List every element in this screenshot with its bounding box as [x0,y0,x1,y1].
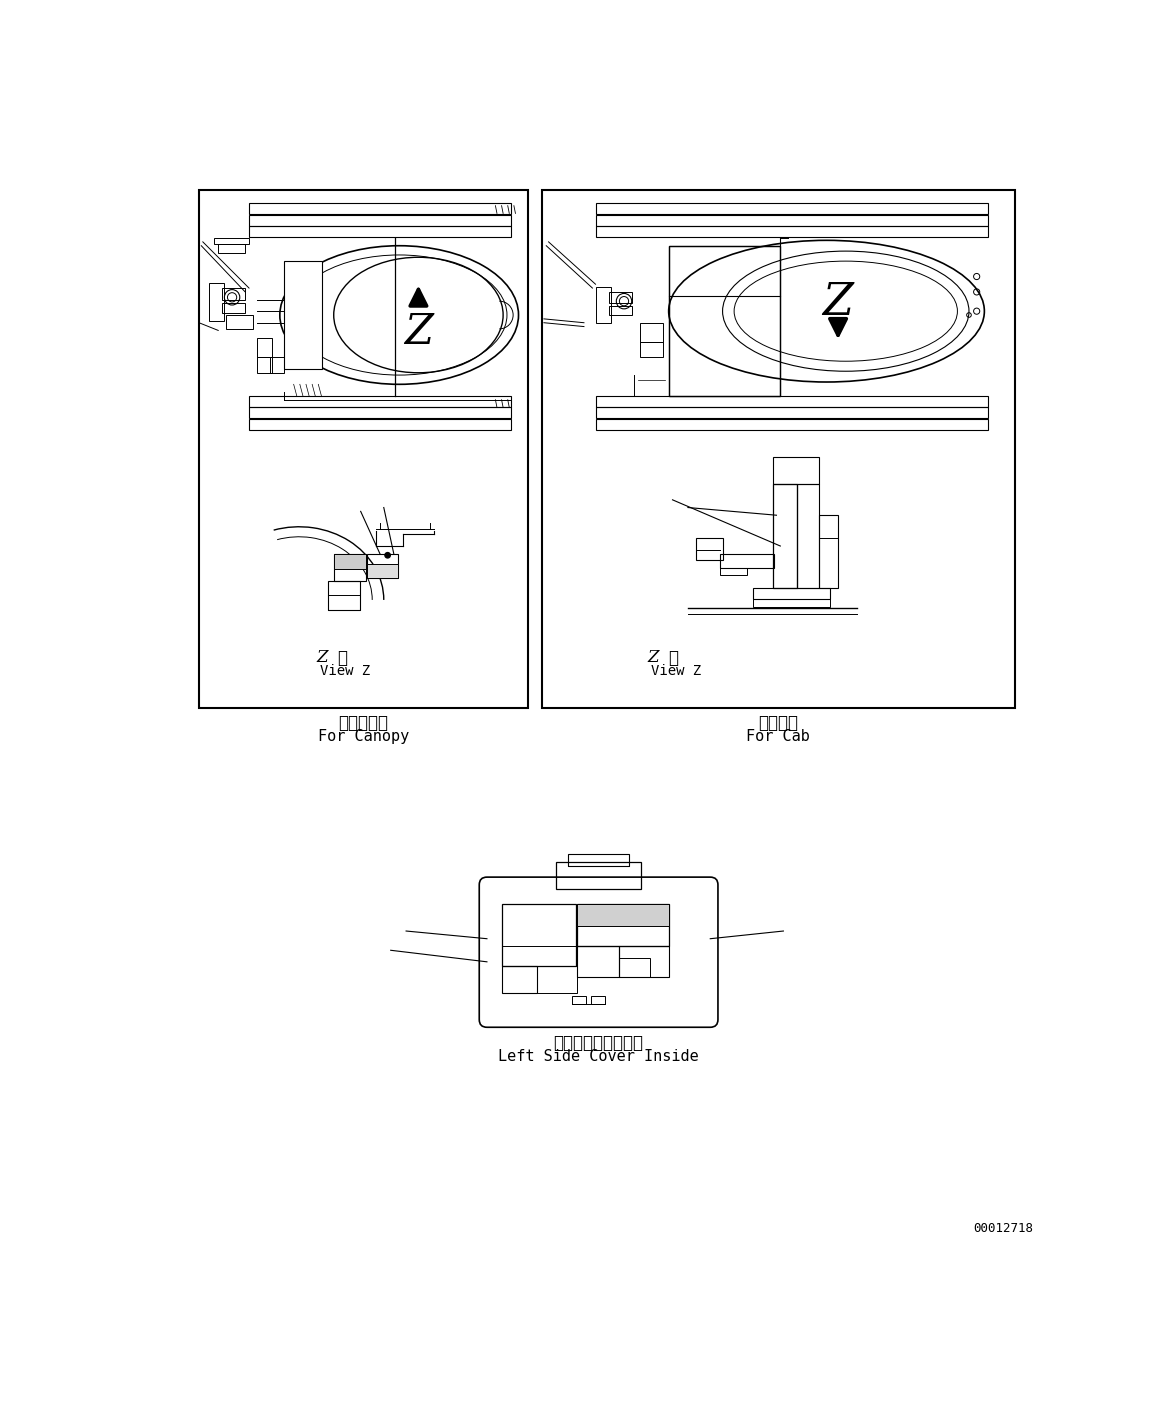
Bar [696,538,723,560]
Text: Z: Z [648,650,660,666]
Bar [209,283,224,321]
Bar [284,262,322,368]
Text: 左サイドカバー内側: 左サイドカバー内側 [554,1033,644,1052]
Text: Z: Z [822,280,854,323]
Bar [753,599,830,607]
Text: View Z: View Z [651,664,701,678]
Bar [577,946,619,977]
Bar [556,862,641,889]
Bar [640,323,663,342]
Bar [577,904,669,925]
Bar [249,419,510,430]
Bar [537,966,577,993]
Bar [568,853,630,866]
Bar [721,568,748,575]
Text: キャブ用: キャブ用 [758,714,799,733]
Bar [334,554,366,581]
Bar [577,904,669,946]
Bar [668,246,780,396]
Bar [249,215,510,226]
Bar [596,204,988,214]
Bar [249,204,510,214]
Text: View Z: View Z [320,664,370,678]
Bar [591,997,605,1004]
Bar [327,595,360,610]
Bar [596,396,988,406]
Text: Z: Z [404,311,433,353]
Bar [610,305,633,315]
Bar [819,515,839,588]
Bar [640,342,663,357]
Bar [249,396,510,406]
Bar [596,419,988,430]
Bar [225,315,252,329]
Bar [619,946,669,977]
Bar [334,554,366,569]
Bar [596,287,611,323]
Bar [610,292,633,302]
Bar [721,554,774,568]
Bar [249,408,510,418]
Bar [596,408,988,418]
Text: Z: Z [317,650,328,666]
Bar [367,564,397,578]
Bar [222,288,245,299]
Bar [222,304,245,312]
Bar [270,357,284,373]
Text: For Cab: For Cab [746,730,811,745]
Bar [772,485,798,588]
Bar [502,904,576,966]
Bar [327,581,360,610]
Bar [596,215,988,226]
Bar [772,457,819,485]
FancyBboxPatch shape [479,877,718,1028]
Bar [596,226,988,238]
Bar [542,190,1015,707]
Bar [218,245,245,253]
Circle shape [385,553,390,558]
Bar [215,238,249,245]
Text: キャノピ用: キャノピ用 [339,714,389,733]
Text: 視: 視 [668,648,679,666]
Text: Left Side Cover Inside: Left Side Cover Inside [499,1049,698,1064]
Bar [257,337,272,357]
Text: 00012718: 00012718 [973,1222,1033,1234]
Bar [619,957,651,977]
Bar [199,190,528,707]
Bar [502,966,537,993]
Bar [571,997,585,1004]
Text: 視: 視 [338,648,348,666]
Bar [668,246,780,396]
Bar [249,226,510,238]
Bar [257,357,272,373]
Bar [753,588,830,599]
Bar [798,485,819,588]
Bar [367,554,397,578]
Text: For Canopy: For Canopy [318,730,409,745]
